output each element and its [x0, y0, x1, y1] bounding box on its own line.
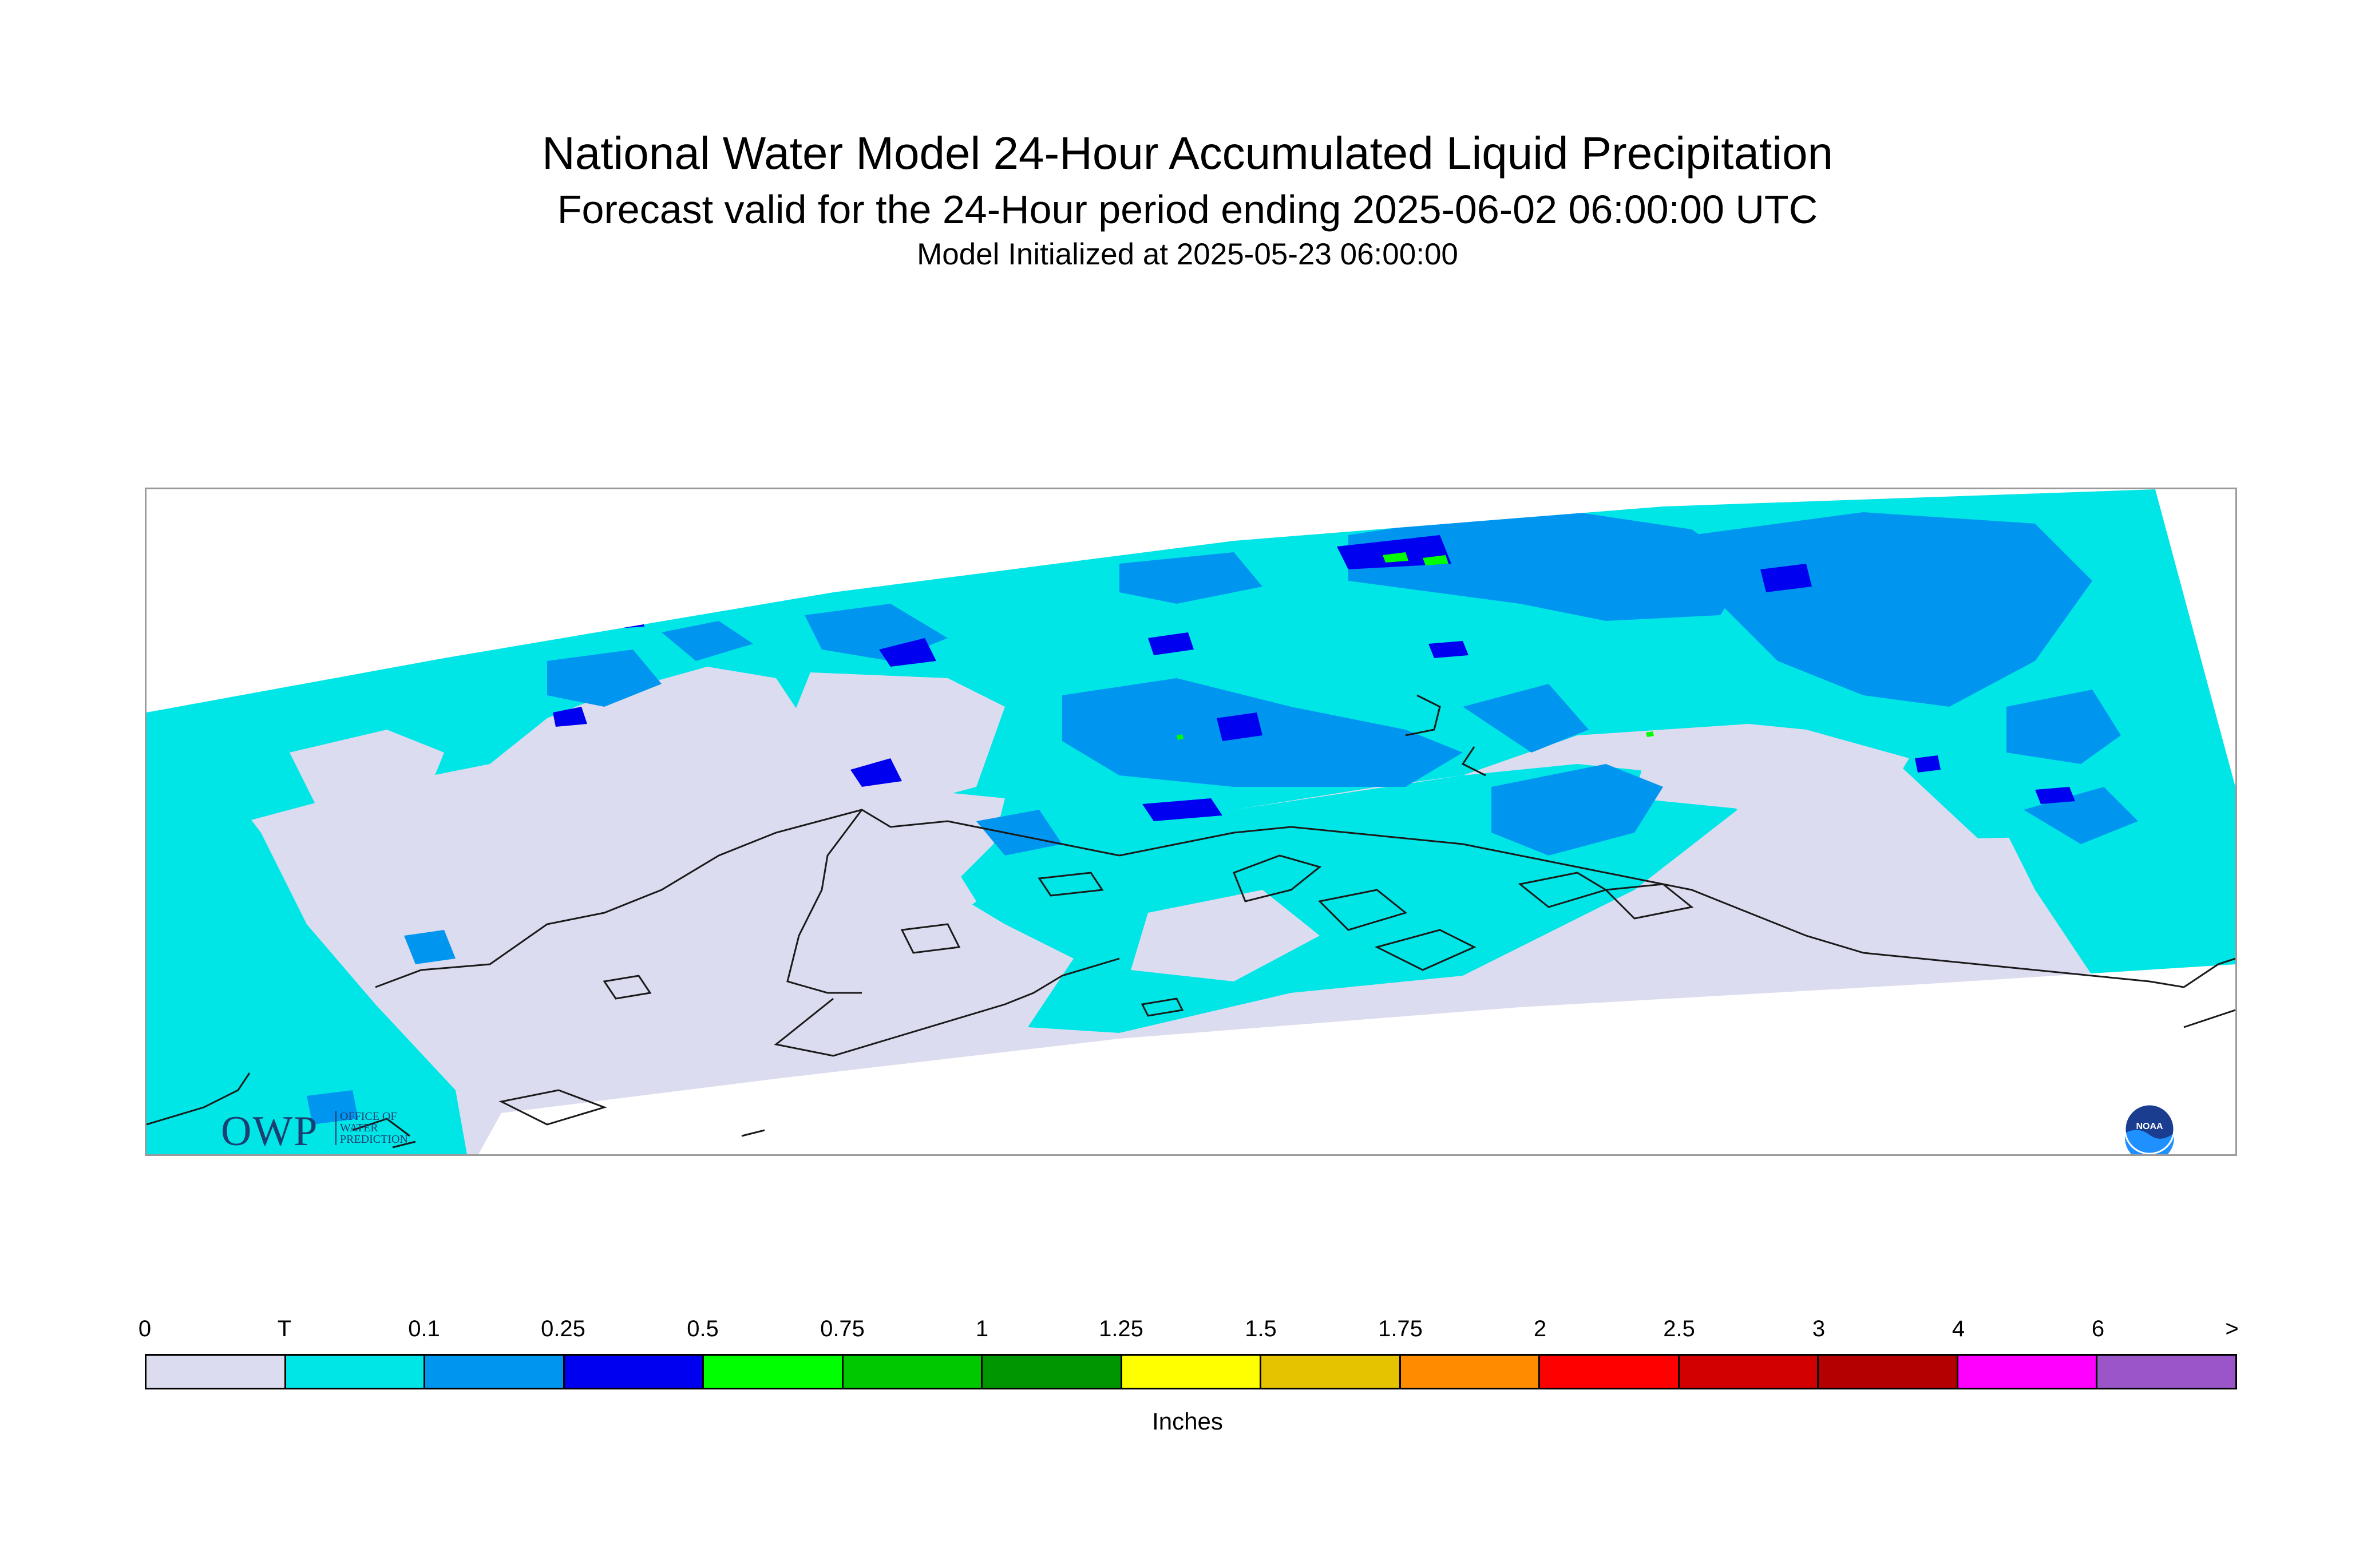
- legend-tick: 0: [138, 1316, 152, 1341]
- precipitation-map[interactable]: OWP OFFICE OF WATER PREDICTION NOAA: [145, 488, 2237, 1156]
- legend-tick: 4: [1952, 1316, 1965, 1341]
- legend-bin: [1540, 1356, 1680, 1388]
- legend-units: Inches: [1152, 1408, 1223, 1435]
- owp-logo-text: OWP: [221, 1108, 319, 1155]
- model-init-time: Model Initialized at 2025-05-23 06:00:00: [917, 237, 1458, 271]
- legend-tick: 0.5: [687, 1316, 719, 1341]
- map-subtitle: Forecast valid for the 24-Hour period en…: [557, 187, 1818, 232]
- legend-bin: [843, 1356, 983, 1388]
- legend-tick: T: [277, 1316, 292, 1341]
- legend-tick: 0.25: [541, 1316, 585, 1341]
- legend-bin: [1400, 1356, 1541, 1388]
- legend-bin: [147, 1356, 286, 1388]
- noaa-logo: NOAA: [2124, 1103, 2175, 1154]
- trace-region-west: [147, 707, 467, 1154]
- legend-tick: 1.75: [1378, 1316, 1423, 1341]
- owp-logo-subtext: OFFICE OF WATER PREDICTION: [335, 1111, 408, 1145]
- legend-bin: [1122, 1356, 1262, 1388]
- legend-bin: [1261, 1356, 1401, 1388]
- legend-bin: [425, 1356, 565, 1388]
- legend-tick: 2.5: [1663, 1316, 1695, 1341]
- noaa-logo-text: NOAA: [2136, 1122, 2163, 1131]
- map-canvas: [147, 489, 2235, 1154]
- legend-bin: [704, 1356, 844, 1388]
- legend-bin: [1819, 1356, 1958, 1388]
- heavy-precip-spot: [1383, 552, 1408, 563]
- legend-tick: 6: [2091, 1316, 2105, 1341]
- legend-bin: [286, 1356, 426, 1388]
- legend-bin: [983, 1356, 1122, 1388]
- legend-bin: [1958, 1356, 2098, 1388]
- legend-tick: 0.1: [408, 1316, 440, 1341]
- moderate-precip-patch: [1337, 535, 1451, 569]
- light-precip-patch: [1348, 512, 1749, 621]
- color-legend-bar: [145, 1354, 2237, 1389]
- legend-bin: [564, 1356, 704, 1388]
- legend-bin: [1679, 1356, 1819, 1388]
- legend-tick: 1.25: [1099, 1316, 1143, 1341]
- legend-tick: 2: [1533, 1316, 1547, 1341]
- legend-bin: [2097, 1356, 2235, 1388]
- owp-logo: OWP OFFICE OF WATER PREDICTION: [221, 1107, 438, 1155]
- legend-tick: >: [2225, 1316, 2239, 1341]
- map-title: National Water Model 24-Hour Accumulated…: [542, 128, 1833, 179]
- legend-tick: 1.5: [1245, 1316, 1277, 1341]
- coastline: [147, 694, 2235, 1149]
- legend-tick: 1: [975, 1316, 989, 1341]
- legend-tick: 0.75: [820, 1316, 865, 1341]
- legend-tick: 3: [1812, 1316, 1826, 1341]
